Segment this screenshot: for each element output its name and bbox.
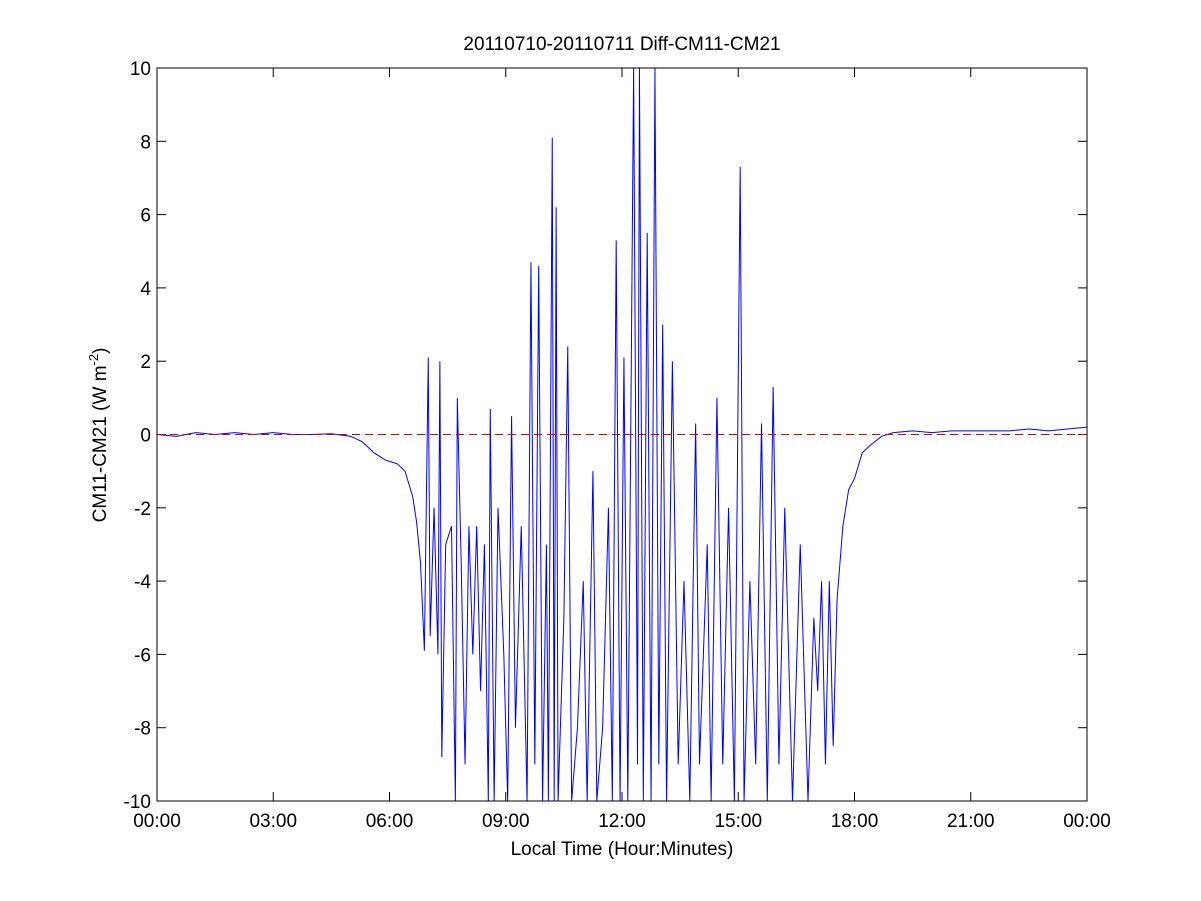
y-tick-label: -2: [134, 499, 151, 520]
y-tick-label: 0: [140, 426, 151, 447]
data-line: [157, 68, 1087, 801]
y-tick-label: -8: [134, 719, 151, 740]
x-axis-label: Local Time (Hour:Minutes): [511, 839, 734, 860]
x-tick-label: 09:00: [482, 811, 530, 832]
x-tick-label: 15:00: [714, 811, 762, 832]
chart-title: 20110710-20110711 Diff-CM11-CM21: [463, 34, 780, 55]
axes-box: [156, 67, 1088, 802]
y-tick-label: 6: [140, 206, 151, 227]
x-tick-label: 18:00: [831, 811, 879, 832]
y-tick-label: 2: [140, 352, 151, 373]
x-tick-label: 06:00: [366, 811, 414, 832]
y-tick-label: 4: [140, 279, 151, 300]
y-label-end: ): [90, 348, 111, 354]
y-tick-label: 8: [140, 132, 151, 153]
y-tick-label: -6: [134, 645, 151, 666]
x-tick-label: 00:00: [1063, 811, 1111, 832]
x-tick-label: 00:00: [133, 811, 181, 832]
plot-area: -10 -8 -6 -4 -2 0 2 4 6 8 10 00:00 03:00 06:00 09:00 12…: [124, 59, 1111, 832]
y-label-superscript: -2: [86, 354, 101, 366]
x-tick-label: 03:00: [249, 811, 297, 832]
y-tick-label: 10: [130, 59, 151, 80]
x-tick-label: 21:00: [947, 811, 995, 832]
y-tick-label: -10: [124, 792, 151, 813]
y-label-main: CM11-CM21 (W m: [90, 365, 111, 522]
x-tick-label: 12:00: [598, 811, 646, 832]
y-axis-label: CM11-CM21 (W m-2): [86, 348, 111, 523]
y-tick-label: -4: [134, 572, 151, 593]
